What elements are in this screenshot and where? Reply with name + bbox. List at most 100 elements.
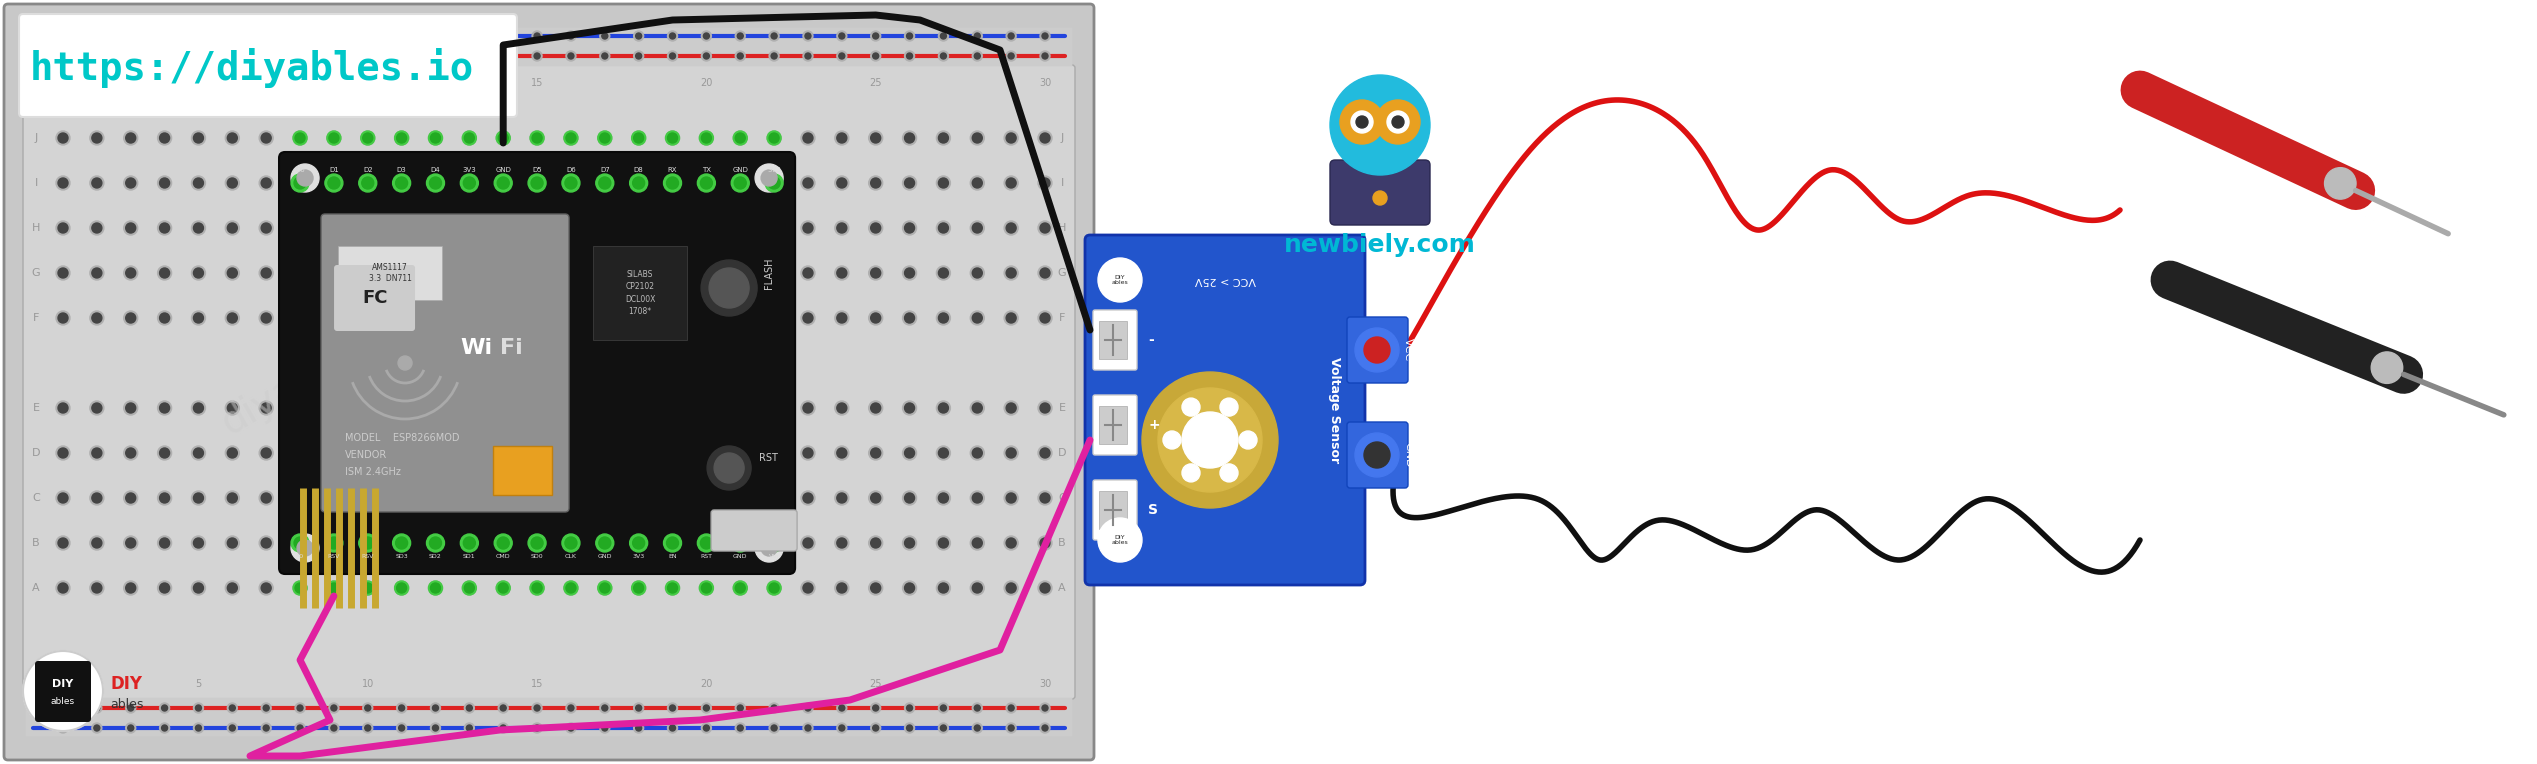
Circle shape	[160, 448, 170, 458]
Circle shape	[733, 401, 748, 415]
FancyBboxPatch shape	[594, 246, 688, 340]
Circle shape	[637, 725, 642, 731]
Circle shape	[193, 583, 203, 593]
Circle shape	[1220, 398, 1238, 416]
Text: TX: TX	[703, 167, 710, 173]
Circle shape	[259, 311, 274, 325]
Text: RST: RST	[700, 553, 713, 558]
Text: D7: D7	[599, 167, 609, 173]
Circle shape	[56, 581, 71, 595]
Circle shape	[903, 401, 916, 415]
Circle shape	[162, 33, 167, 39]
Circle shape	[568, 705, 573, 711]
Circle shape	[162, 53, 167, 59]
FancyBboxPatch shape	[23, 65, 1076, 699]
Circle shape	[396, 176, 408, 190]
Circle shape	[802, 401, 814, 415]
Circle shape	[972, 448, 982, 458]
Circle shape	[667, 403, 677, 413]
Circle shape	[634, 538, 644, 548]
Circle shape	[599, 176, 611, 190]
Circle shape	[1007, 705, 1015, 711]
Circle shape	[157, 581, 173, 595]
Circle shape	[972, 583, 982, 593]
Circle shape	[840, 705, 845, 711]
Circle shape	[429, 131, 441, 145]
Circle shape	[665, 266, 680, 280]
Circle shape	[497, 491, 510, 505]
Circle shape	[464, 703, 474, 713]
Circle shape	[464, 448, 474, 458]
Circle shape	[1182, 398, 1200, 416]
Text: G: G	[1058, 268, 1066, 278]
Text: SD2: SD2	[429, 553, 441, 558]
Circle shape	[363, 178, 373, 188]
Circle shape	[632, 536, 644, 550]
Circle shape	[637, 33, 642, 39]
Circle shape	[700, 403, 710, 413]
Circle shape	[56, 221, 71, 235]
Circle shape	[1238, 431, 1256, 449]
Circle shape	[124, 581, 137, 595]
Circle shape	[599, 131, 611, 145]
Circle shape	[89, 311, 104, 325]
Text: D0: D0	[294, 167, 304, 173]
Circle shape	[190, 446, 205, 460]
Circle shape	[1038, 401, 1053, 415]
Circle shape	[1040, 403, 1050, 413]
Circle shape	[766, 534, 784, 552]
Circle shape	[974, 53, 979, 59]
Circle shape	[670, 705, 675, 711]
Circle shape	[535, 705, 540, 711]
Circle shape	[700, 537, 713, 549]
Circle shape	[497, 448, 507, 458]
Circle shape	[733, 581, 748, 595]
Circle shape	[804, 133, 812, 143]
Circle shape	[297, 705, 302, 711]
Circle shape	[127, 223, 134, 233]
Circle shape	[157, 131, 173, 145]
Circle shape	[972, 31, 982, 41]
Circle shape	[1038, 581, 1053, 595]
Circle shape	[228, 133, 238, 143]
Circle shape	[634, 133, 644, 143]
Circle shape	[228, 53, 236, 59]
Circle shape	[294, 313, 304, 323]
Text: 10: 10	[363, 78, 373, 88]
Circle shape	[802, 491, 814, 505]
Circle shape	[127, 403, 134, 413]
Circle shape	[497, 133, 507, 143]
Circle shape	[1182, 464, 1200, 482]
Circle shape	[736, 583, 746, 593]
Circle shape	[599, 268, 609, 278]
Circle shape	[568, 33, 573, 39]
Circle shape	[162, 705, 167, 711]
Circle shape	[771, 33, 776, 39]
Circle shape	[124, 536, 137, 550]
Circle shape	[396, 448, 406, 458]
Circle shape	[972, 493, 982, 503]
Circle shape	[497, 223, 507, 233]
Circle shape	[665, 401, 680, 415]
Circle shape	[870, 31, 880, 41]
Circle shape	[228, 723, 238, 733]
Circle shape	[599, 178, 609, 188]
Circle shape	[1040, 538, 1050, 548]
Circle shape	[396, 31, 406, 41]
Circle shape	[1007, 53, 1015, 59]
Circle shape	[360, 176, 375, 190]
Circle shape	[157, 491, 173, 505]
Circle shape	[396, 446, 408, 460]
Circle shape	[193, 538, 203, 548]
Circle shape	[294, 178, 304, 188]
Circle shape	[533, 583, 543, 593]
Circle shape	[566, 133, 576, 143]
Circle shape	[56, 176, 71, 190]
Circle shape	[259, 536, 274, 550]
Circle shape	[360, 401, 375, 415]
Circle shape	[294, 491, 307, 505]
Text: FLASH: FLASH	[764, 257, 774, 289]
Circle shape	[667, 537, 677, 549]
Circle shape	[297, 540, 312, 556]
Circle shape	[530, 536, 543, 550]
